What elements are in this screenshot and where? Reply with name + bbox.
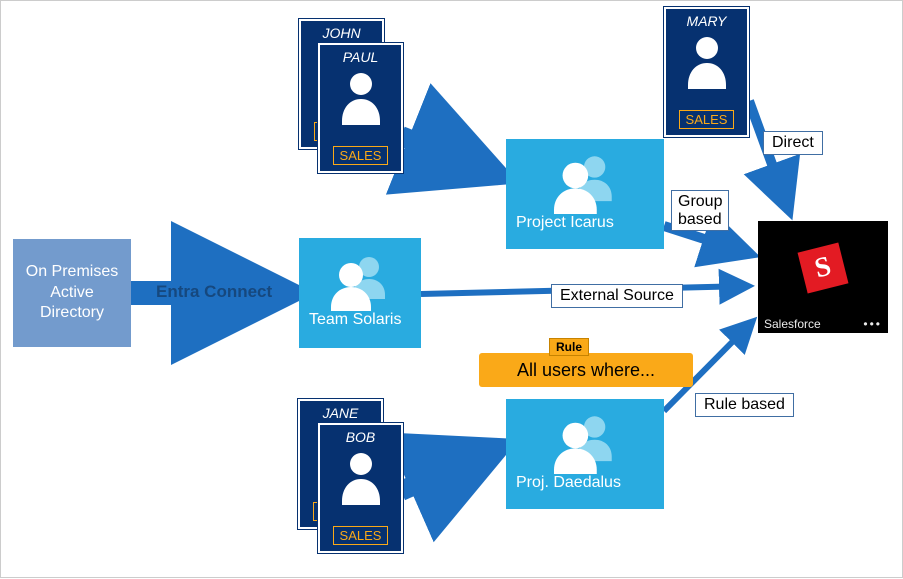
label-external-source: External Source (551, 284, 683, 308)
onprem-line1: On Premises (26, 262, 118, 283)
salesforce-logo-wrap: S (802, 221, 844, 315)
user-mary-name: MARY (687, 13, 727, 29)
person-icon (338, 69, 384, 125)
person-icon (338, 449, 384, 505)
group-icarus-label: Project Icarus (516, 214, 614, 232)
group-daedalus-label: Proj. Daedalus (516, 474, 621, 492)
group-solaris-label: Team Solaris (309, 311, 401, 329)
user-card-mary: MARY SALES (664, 7, 749, 137)
group-icon (325, 253, 395, 311)
label-rule-based: Rule based (695, 393, 794, 417)
user-bob-badge: SALES (333, 526, 389, 545)
group-proj-daedalus: Proj. Daedalus (506, 399, 664, 509)
user-card-paul: PAUL SALES (318, 43, 403, 173)
onprem-ad-box: On Premises Active Directory (13, 239, 131, 347)
group-icon (546, 412, 624, 474)
salesforce-logo-icon: S (798, 243, 849, 294)
rule-box: All users where... (479, 353, 693, 387)
label-group-based: Group based (671, 190, 729, 231)
onprem-line2: Active (50, 283, 94, 304)
salesforce-more-icon: ••• (863, 317, 882, 331)
salesforce-label: Salesforce (764, 317, 821, 331)
person-icon (684, 33, 730, 89)
entra-connect-label: Entra Connect (156, 282, 272, 302)
user-paul-name: PAUL (343, 49, 379, 65)
user-card-bob: BOB SALES (318, 423, 403, 553)
user-jane-name: JANE (323, 405, 359, 421)
user-john-name: JOHN (322, 25, 360, 41)
group-project-icarus: Project Icarus (506, 139, 664, 249)
user-bob-name: BOB (346, 429, 376, 445)
salesforce-tile: S Salesforce ••• (758, 221, 888, 333)
rule-text: All users where... (517, 360, 655, 381)
group-icon (546, 152, 624, 214)
user-mary-badge: SALES (679, 110, 735, 129)
rule-tag: Rule (549, 338, 589, 356)
user-paul-badge: SALES (333, 146, 389, 165)
label-direct: Direct (763, 131, 823, 155)
onprem-line3: Directory (40, 303, 104, 324)
group-team-solaris: Team Solaris (299, 238, 421, 348)
